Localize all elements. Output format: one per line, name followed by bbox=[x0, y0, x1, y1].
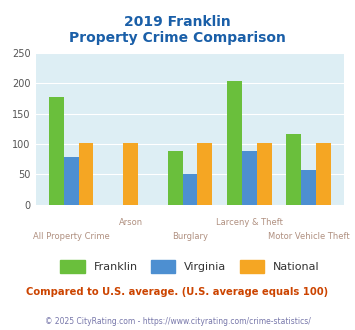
Text: Property Crime Comparison: Property Crime Comparison bbox=[69, 31, 286, 45]
Text: © 2025 CityRating.com - https://www.cityrating.com/crime-statistics/: © 2025 CityRating.com - https://www.city… bbox=[45, 317, 310, 326]
Text: Compared to U.S. average. (U.S. average equals 100): Compared to U.S. average. (U.S. average … bbox=[26, 287, 329, 297]
Bar bbox=[242, 151, 257, 205]
Bar bbox=[286, 134, 301, 205]
Bar bbox=[64, 157, 78, 205]
Bar bbox=[197, 143, 212, 205]
Bar bbox=[227, 81, 242, 205]
Text: All Property Crime: All Property Crime bbox=[33, 232, 109, 241]
Bar bbox=[257, 143, 272, 205]
Text: Motor Vehicle Theft: Motor Vehicle Theft bbox=[268, 232, 350, 241]
Bar bbox=[168, 150, 182, 205]
Bar bbox=[123, 143, 138, 205]
Text: 2019 Franklin: 2019 Franklin bbox=[124, 15, 231, 29]
Text: Arson: Arson bbox=[119, 218, 143, 227]
Bar bbox=[301, 170, 316, 205]
Legend: Franklin, Virginia, National: Franklin, Virginia, National bbox=[56, 256, 324, 278]
Bar bbox=[78, 143, 93, 205]
Bar bbox=[182, 174, 197, 205]
Text: Larceny & Theft: Larceny & Theft bbox=[216, 218, 283, 227]
Bar bbox=[49, 97, 64, 205]
Text: Burglary: Burglary bbox=[172, 232, 208, 241]
Bar bbox=[316, 143, 331, 205]
